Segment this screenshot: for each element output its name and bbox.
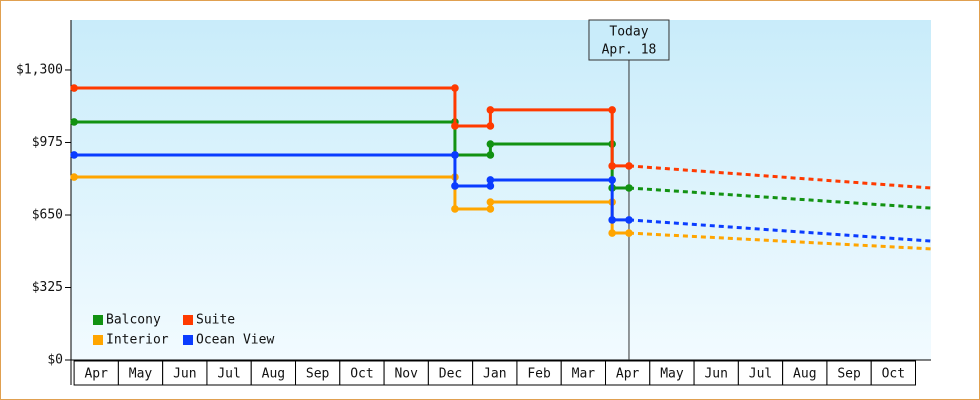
x-tick-label: Oct [882,367,905,382]
x-tick-label: Dec [439,367,462,382]
price-point [451,122,459,130]
price-point [608,229,616,237]
legend-swatch [93,315,103,325]
price-point [486,182,495,190]
x-tick-label: Aug [262,367,285,382]
x-tick-cell [73,360,119,386]
x-tick-label: Mar [572,367,596,382]
x-tick-label: Jan [483,367,506,382]
y-tick-label: $0 [47,353,63,368]
x-tick-cell [737,360,784,386]
x-tick-label: Sep [837,367,861,382]
x-tick-cell [870,360,917,386]
forecast-line [628,231,932,251]
price-point [451,84,459,92]
x-tick-cell [472,360,518,386]
legend-label: Suite [196,313,235,328]
legend-label: Ocean View [196,333,274,348]
x-tick-label: Nov [394,367,418,382]
forecast-line [628,164,932,190]
x-tick-label: May [129,367,153,382]
x-tick-cell [383,360,429,386]
price-point [486,151,495,159]
legend-label: Balcony [106,313,161,328]
x-tick-label: Apr [616,367,640,382]
plot-area [71,20,931,360]
x-tick-cell [605,360,651,386]
price-point [625,162,633,170]
today-box [588,19,670,61]
legend-swatch [93,335,103,345]
forecast-line [628,218,932,243]
price-point [625,229,633,237]
x-tick-label: Jun [704,367,727,382]
price-point [451,182,459,190]
legend-swatch [183,315,193,325]
y-tick-label: $650 [32,207,63,222]
price-point [608,216,616,224]
price-line [74,86,629,168]
x-tick-cell [560,360,607,386]
x-tick-cell [206,360,252,386]
price-point [625,184,633,192]
price-point [486,198,495,206]
price-point [486,122,495,130]
price-point [486,106,495,114]
price-point [70,84,78,92]
x-tick-cell [162,360,208,386]
price-point [70,118,78,126]
legend-swatch [183,335,193,345]
x-tick-label: Oct [350,367,373,382]
x-tick-cell [826,360,872,386]
y-tick-label: $325 [32,280,63,295]
price-point [451,205,459,213]
price-point [451,151,459,159]
y-tick-label: $1,300 [16,62,63,77]
price-point [486,176,495,184]
x-tick-label: Jun [173,367,196,382]
x-tick-label: Feb [527,367,551,382]
x-tick-label: Aug [793,367,816,382]
price-point [625,216,633,224]
x-tick-cell [250,360,297,386]
price-point [608,162,616,170]
price-point [486,140,495,148]
today-label: Today [609,25,648,40]
price-point [608,106,616,114]
x-tick-label: Apr [84,367,108,382]
price-point [70,173,78,181]
y-tick-label: $975 [32,135,63,150]
forecast-line [628,186,932,210]
x-tick-label: May [660,367,684,382]
price-point [608,176,616,184]
x-tick-label: Jul [749,367,772,382]
x-tick-label: Sep [306,367,330,382]
x-tick-cell [693,360,739,386]
price-point [70,151,78,159]
legend-label: Interior [106,333,169,348]
today-date: Apr. 18 [602,43,657,58]
price-point [486,205,495,213]
x-tick-cell [117,360,164,386]
x-tick-label: Jul [217,367,240,382]
